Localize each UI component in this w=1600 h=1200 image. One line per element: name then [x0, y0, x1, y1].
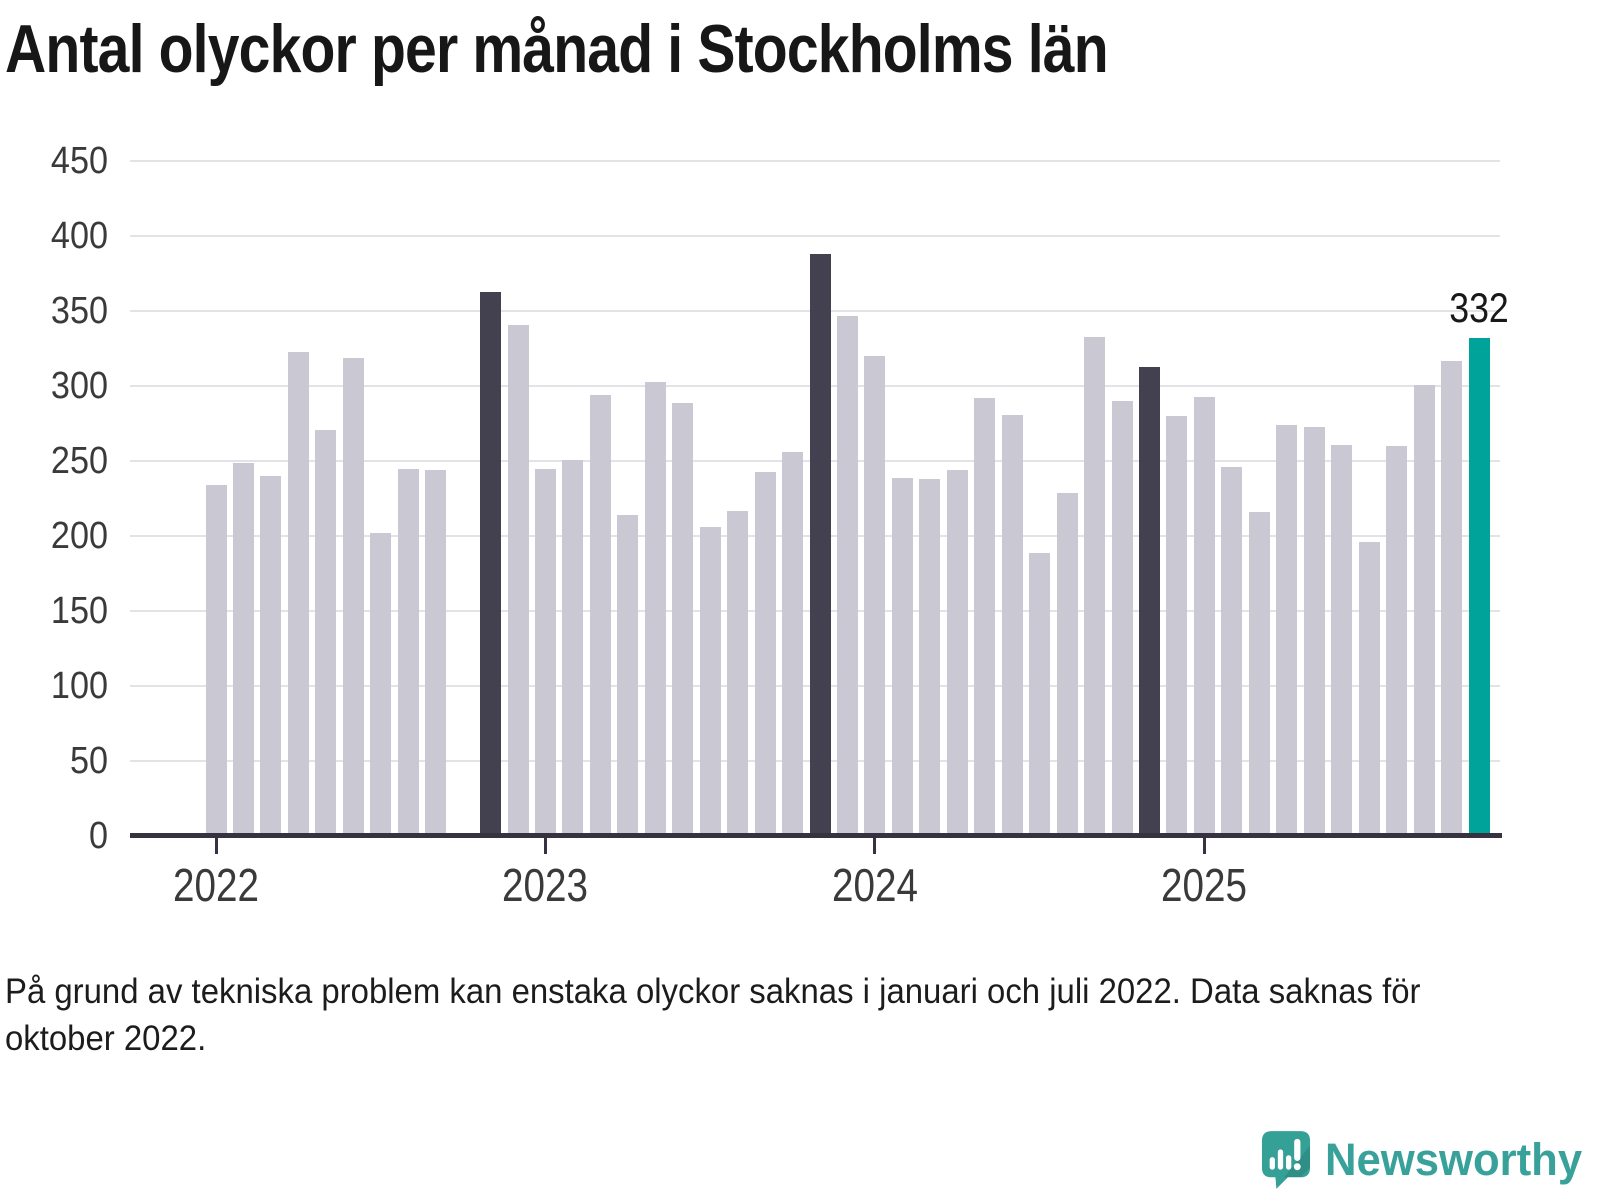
footnote: På grund av tekniska problem kan enstaka… — [5, 968, 1511, 1062]
bar-2025-08 — [1386, 446, 1408, 836]
bar-2025-01 — [1193, 396, 1215, 836]
bar-2023-01 — [534, 468, 556, 836]
newsworthy-logo-text: Newsworthy — [1324, 1134, 1583, 1185]
bar-2024-08 — [1056, 492, 1078, 836]
bar-2023-06 — [672, 402, 694, 836]
bar-2022-06 — [342, 357, 364, 836]
bar-2023-10 — [782, 452, 804, 836]
footnote-line-1: På grund av tekniska problem kan enstaka… — [5, 972, 1421, 1011]
bar-2024-02 — [891, 477, 913, 836]
x-tick-2025 — [1202, 838, 1206, 854]
bar-2023-04 — [617, 515, 639, 836]
bar-2024-12 — [1166, 416, 1188, 836]
page-title: Antal olyckor per månad i Stockholms län — [5, 11, 1109, 87]
bar-2023-12 — [837, 315, 858, 836]
bar-2025-03 — [1248, 512, 1270, 836]
bar-2022-09 — [425, 470, 447, 836]
bar-2025-02 — [1221, 467, 1243, 836]
bar-2022-01 — [205, 485, 227, 836]
x-tick-label-2024: 2024 — [831, 859, 918, 911]
bar-2023-11 — [809, 254, 831, 836]
y-tick-label-250: 250 — [50, 440, 108, 482]
bar-2025-11 — [1468, 338, 1490, 836]
x-axis-line — [130, 833, 1502, 838]
footnote-line-2: oktober 2022. — [5, 1019, 207, 1058]
bar-2025-04 — [1276, 425, 1298, 836]
y-tick-label-450: 450 — [50, 140, 108, 182]
x-tick-label-2023: 2023 — [502, 859, 589, 911]
bar-2022-05 — [315, 429, 337, 836]
newsworthy-logo: Newsworthy — [1261, 1128, 1590, 1192]
bar-2023-02 — [562, 459, 584, 836]
y-tick-label-100: 100 — [50, 665, 108, 707]
bar-2022-03 — [260, 476, 282, 836]
y-tick-label-0: 0 — [88, 815, 108, 857]
bar-2024-10 — [1111, 401, 1133, 836]
bar-2022-07 — [370, 533, 392, 836]
bar-2025-05 — [1303, 426, 1325, 836]
bar-2023-09 — [754, 471, 776, 836]
bar-2025-07 — [1358, 542, 1380, 836]
bar-2024-01 — [864, 356, 886, 836]
bar-2024-06 — [1001, 414, 1023, 836]
y-tick-label-50: 50 — [69, 740, 108, 782]
bar-2022-11 — [480, 291, 502, 836]
bar-2024-07 — [1029, 552, 1051, 836]
bar-2025-10 — [1441, 360, 1463, 836]
bar-2023-08 — [727, 510, 749, 836]
bar-2023-05 — [644, 381, 666, 836]
x-tick-2023 — [543, 838, 547, 854]
bar-2024-03 — [919, 479, 941, 836]
y-tick-label-400: 400 — [50, 215, 108, 257]
y-tick-label-200: 200 — [50, 515, 108, 557]
gridline-450 — [130, 160, 1500, 162]
bar-2024-05 — [974, 398, 996, 836]
bar-2024-09 — [1084, 336, 1106, 836]
bar-2022-02 — [232, 462, 254, 836]
gridline-400 — [130, 235, 1500, 237]
x-tick-2022 — [214, 838, 218, 854]
bar-2022-12 — [507, 324, 529, 836]
x-tick-label-2022: 2022 — [173, 859, 259, 911]
y-tick-label-350: 350 — [50, 290, 108, 332]
y-tick-label-300: 300 — [50, 365, 108, 407]
newsworthy-speech-bubble-chart-icon — [1261, 1129, 1311, 1191]
bar-2024-04 — [946, 470, 968, 836]
latest-value-label: 332 — [1449, 284, 1509, 331]
y-tick-label-150: 150 — [50, 590, 108, 632]
bar-2023-03 — [589, 395, 611, 836]
bar-2024-11 — [1139, 366, 1161, 836]
bar-2025-09 — [1413, 384, 1435, 836]
x-tick-label-2025: 2025 — [1161, 859, 1248, 911]
x-tick-2024 — [873, 838, 877, 854]
bar-2023-07 — [699, 527, 721, 836]
bar-2022-08 — [397, 468, 419, 836]
bar-2022-04 — [287, 351, 309, 836]
bar-2025-06 — [1331, 444, 1353, 836]
